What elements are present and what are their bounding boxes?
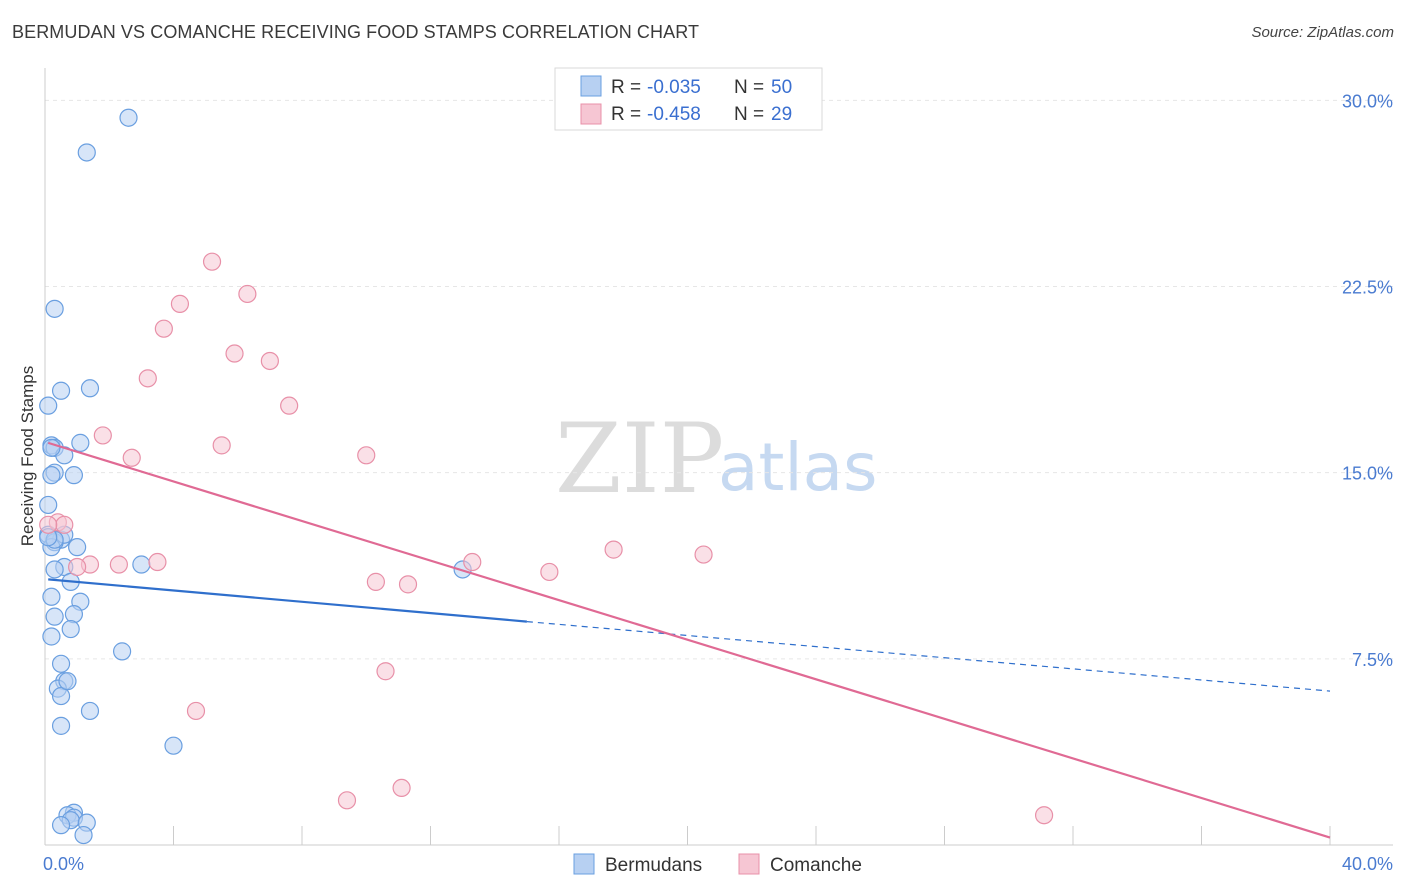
legend-r-label-bermudans: R =	[611, 77, 641, 98]
point-bermudans-24	[42, 587, 61, 606]
y-axis-label: Receiving Food Stamps	[18, 366, 37, 546]
trend-line-bermudans-extension	[526, 621, 1331, 692]
point-bermudans-3	[80, 379, 100, 398]
point-comanche-21	[540, 562, 559, 582]
watermark-zip: ZIP	[555, 403, 724, 515]
point-comanche-0	[202, 252, 222, 271]
point-bermudans-28	[61, 619, 80, 639]
point-comanche-20	[694, 545, 713, 564]
point-bermudans-42	[51, 816, 71, 835]
point-bermudans-1	[77, 143, 96, 162]
y-tick-label-0: 7.5%	[1352, 650, 1393, 670]
point-bermudans-29	[42, 627, 61, 646]
point-bermudans-18	[71, 433, 90, 452]
point-bermudans-21	[132, 555, 151, 574]
trend-line-bermudans	[48, 578, 527, 623]
point-comanche-25	[376, 662, 395, 681]
point-comanche-14	[39, 515, 58, 534]
y-tick-label-2: 22.5%	[1342, 278, 1393, 298]
point-bermudans-10	[64, 466, 84, 485]
point-comanche-24	[398, 575, 418, 594]
legend-n-value-bermudans: 50	[771, 77, 792, 98]
point-bermudans-37	[164, 736, 183, 755]
point-comanche-3	[154, 319, 173, 338]
point-comanche-17	[148, 552, 167, 572]
trend-lines	[47, 441, 1331, 839]
series-legend: Bermudans Comanche	[573, 853, 862, 876]
point-bermudans-47	[42, 466, 61, 485]
point-bermudans-5	[39, 396, 58, 415]
point-comanche-16	[109, 555, 128, 574]
point-comanche-9	[212, 436, 231, 455]
y-tick-label-1: 15.0%	[1342, 464, 1393, 484]
legend-swatch-comanche	[580, 103, 602, 125]
point-bermudans-16	[68, 538, 87, 557]
point-comanche-13	[55, 515, 74, 534]
point-bermudans-4	[51, 381, 71, 400]
point-comanche-29	[1034, 806, 1054, 825]
point-comanche-2	[170, 294, 190, 313]
point-bermudans-2	[45, 299, 64, 318]
point-comanche-22	[68, 557, 87, 577]
point-bermudans-20	[45, 560, 64, 579]
watermark-atlas: atlas	[718, 429, 878, 506]
point-bermudans-30	[112, 642, 132, 661]
axes	[44, 68, 1393, 846]
point-comanche-18	[463, 552, 482, 572]
point-bermudans-26	[45, 607, 64, 626]
trend-line-comanche	[47, 441, 1331, 839]
series-label-comanche: Comanche	[770, 855, 862, 876]
point-bermudans-11	[39, 495, 58, 515]
point-comanche-19	[604, 540, 623, 559]
legend-n-value-comanche: 29	[771, 104, 792, 125]
y-tick-labels: 7.5% 15.0% 22.5% 30.0%	[1342, 91, 1393, 669]
legend-r-label-comanche: R =	[611, 104, 641, 125]
point-bermudans-35	[80, 701, 100, 721]
point-comanche-8	[93, 426, 112, 445]
data-points	[39, 108, 1054, 845]
legend-swatch-bermudans	[580, 75, 602, 97]
point-comanche-1	[238, 284, 257, 304]
point-bermudans-44	[74, 825, 93, 845]
watermark: ZIP atlas	[555, 403, 878, 515]
point-bermudans-36	[51, 716, 71, 735]
point-comanche-4	[225, 344, 244, 363]
series-swatch-comanche	[738, 853, 760, 875]
stats-legend: R = -0.035 N = 50 R = -0.458 N = 29	[554, 67, 823, 131]
point-comanche-28	[337, 791, 357, 810]
x-tick-label-0: 0.0%	[43, 854, 84, 874]
y-tick-label-3: 30.0%	[1342, 91, 1393, 111]
point-comanche-27	[392, 778, 411, 798]
series-label-bermudans: Bermudans	[605, 855, 702, 876]
point-comanche-7	[280, 396, 299, 415]
point-bermudans-31	[51, 654, 71, 673]
point-bermudans-49	[42, 438, 61, 457]
chart-title: BERMUDAN VS COMANCHE RECEIVING FOOD STAM…	[12, 22, 700, 42]
point-comanche-26	[186, 701, 206, 721]
legend-n-label-bermudans: N =	[734, 77, 764, 98]
legend-r-value-bermudans: -0.035	[647, 77, 701, 98]
point-comanche-11	[357, 446, 376, 465]
point-bermudans-45	[58, 672, 77, 691]
point-comanche-23	[366, 572, 385, 591]
gridlines	[45, 99, 1393, 660]
point-comanche-6	[138, 369, 157, 388]
x-tick-labels: 0.0% 40.0%	[43, 854, 1393, 874]
source-label: Source: ZipAtlas.com	[1251, 24, 1394, 41]
legend-n-label-comanche: N =	[734, 104, 764, 125]
point-bermudans-27	[64, 605, 84, 624]
point-comanche-5	[260, 351, 279, 371]
legend-r-value-comanche: -0.458	[647, 104, 701, 125]
point-comanche-10	[122, 448, 141, 467]
series-swatch-bermudans	[573, 853, 595, 875]
x-tick-label-1: 40.0%	[1342, 854, 1393, 874]
point-bermudans-0	[119, 108, 138, 127]
